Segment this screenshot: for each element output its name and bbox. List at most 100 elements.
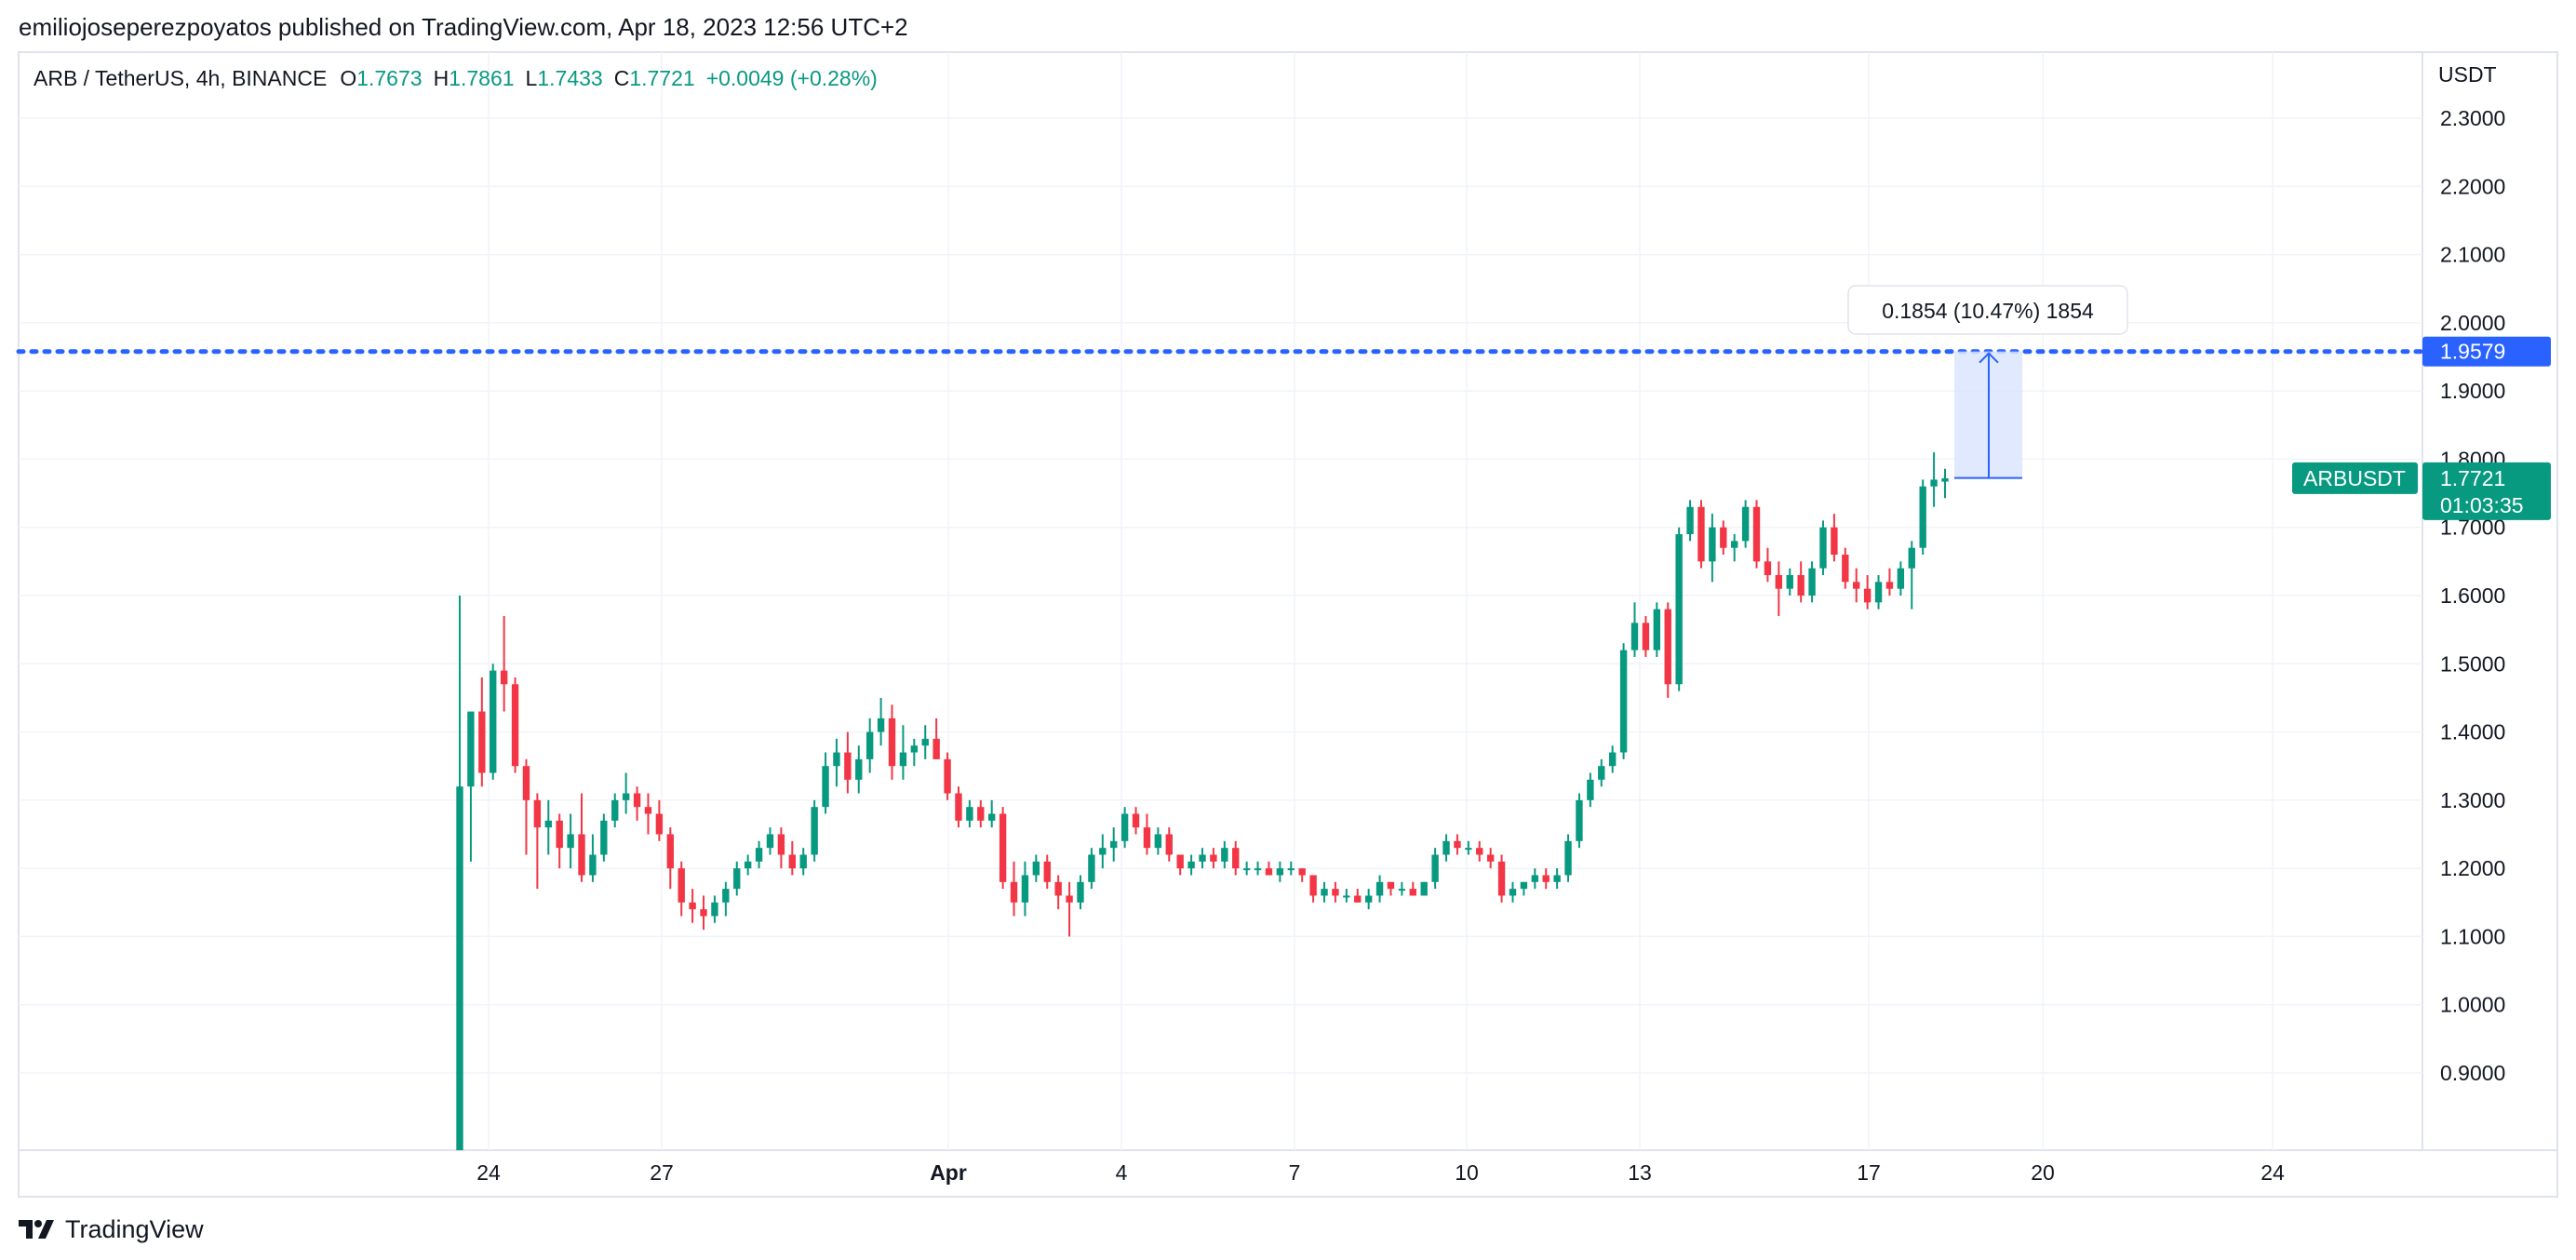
candle-body bbox=[1032, 861, 1040, 876]
candle-body bbox=[1642, 623, 1650, 650]
candle bbox=[1520, 881, 1528, 896]
time-axis[interactable]: 24 27 Apr 4 7 10 13 17 20 24 bbox=[476, 1160, 2285, 1185]
candle bbox=[1808, 561, 1816, 603]
price-range-measure[interactable]: 0.1854 (10.47%) 1854 bbox=[1847, 285, 2128, 479]
candle bbox=[1465, 840, 1472, 855]
candle-body bbox=[522, 766, 530, 800]
candle-body bbox=[1752, 506, 1761, 562]
candle bbox=[966, 799, 973, 828]
candle bbox=[1509, 881, 1517, 903]
candle-body bbox=[1077, 881, 1084, 903]
candle bbox=[456, 596, 463, 1150]
candle bbox=[1908, 541, 1915, 610]
candle-body bbox=[944, 758, 951, 794]
candle-body bbox=[1619, 650, 1628, 753]
time-tick-label: 4 bbox=[1116, 1160, 1128, 1185]
time-tick-label: 10 bbox=[1455, 1160, 1479, 1185]
candle-body bbox=[1564, 840, 1572, 876]
candle bbox=[744, 854, 752, 876]
bar-countdown: 01:03:35 bbox=[2440, 493, 2524, 517]
candle-body bbox=[1375, 881, 1384, 896]
candle-body bbox=[1210, 854, 1217, 862]
candle-body bbox=[1120, 813, 1129, 841]
candle-body bbox=[1709, 527, 1716, 562]
candle bbox=[567, 813, 574, 869]
symbol-name: ARB / TetherUS, 4h, BINANCE bbox=[34, 66, 327, 90]
candle-body bbox=[1720, 527, 1727, 548]
candle bbox=[1442, 834, 1450, 862]
candle bbox=[1210, 848, 1217, 869]
candle bbox=[788, 840, 797, 876]
candle bbox=[1187, 854, 1195, 876]
candle-body bbox=[1598, 766, 1605, 780]
candle-body bbox=[600, 820, 608, 855]
price-tick-label: 2.1000 bbox=[2440, 243, 2505, 267]
candle bbox=[877, 697, 885, 746]
candle bbox=[1819, 520, 1827, 576]
candle bbox=[865, 717, 874, 773]
price-tick-label: 0.9000 bbox=[2440, 1061, 2505, 1085]
price-tick-label: 1.3000 bbox=[2440, 788, 2505, 812]
candle bbox=[855, 745, 863, 794]
price-tick-label: 1.6000 bbox=[2440, 583, 2505, 608]
candle-body bbox=[689, 902, 696, 910]
candle bbox=[533, 793, 542, 890]
candle bbox=[1664, 602, 1671, 698]
candle-body bbox=[811, 807, 818, 855]
candle-body bbox=[1143, 827, 1151, 849]
candle bbox=[1564, 834, 1572, 882]
candle bbox=[1242, 861, 1251, 876]
candle bbox=[1653, 602, 1661, 657]
candle bbox=[1276, 861, 1284, 882]
candle-body bbox=[567, 834, 574, 849]
candle-body bbox=[1653, 609, 1661, 650]
open-value: 1.7673 bbox=[356, 66, 422, 90]
candle-body bbox=[955, 793, 962, 821]
high-value: 1.7861 bbox=[449, 66, 514, 90]
candle-body bbox=[822, 766, 829, 808]
candle-body bbox=[644, 807, 652, 814]
candle-body bbox=[865, 731, 874, 759]
footer-brand[interactable]: TradingView bbox=[19, 1213, 204, 1245]
candle bbox=[1630, 602, 1639, 657]
tradingview-logo-icon bbox=[19, 1220, 54, 1239]
price-tick-label: 1.4000 bbox=[2440, 720, 2505, 744]
candle bbox=[1321, 881, 1328, 903]
candle-body bbox=[932, 738, 940, 759]
candle-body bbox=[1409, 889, 1416, 896]
candle bbox=[1476, 840, 1483, 862]
candle bbox=[944, 752, 951, 800]
candle bbox=[1764, 547, 1772, 583]
candle-body bbox=[844, 752, 852, 780]
time-tick-label: Apr bbox=[930, 1160, 967, 1185]
candle-body bbox=[1309, 875, 1317, 896]
candle bbox=[1054, 875, 1062, 910]
candle bbox=[1752, 500, 1761, 569]
candle-body bbox=[1154, 834, 1162, 849]
price-axis[interactable]: 2.30002.20002.10002.00001.90001.80001.70… bbox=[2440, 106, 2505, 1085]
candle bbox=[1642, 615, 1650, 657]
price-tick-label: 1.0000 bbox=[2440, 993, 2505, 1017]
candle bbox=[490, 664, 497, 780]
candle bbox=[1709, 514, 1716, 583]
price-tick-label: 2.2000 bbox=[2440, 174, 2505, 198]
candle bbox=[1077, 875, 1084, 910]
candle-body bbox=[1831, 527, 1838, 556]
candle bbox=[689, 889, 696, 923]
candle-body bbox=[1863, 588, 1872, 603]
candle bbox=[578, 793, 585, 882]
candle bbox=[1454, 834, 1461, 855]
candle-body bbox=[611, 799, 619, 821]
candle bbox=[899, 725, 907, 780]
candle bbox=[1110, 827, 1118, 862]
candle-body bbox=[966, 807, 973, 821]
candle-body bbox=[888, 717, 896, 767]
candle-body bbox=[788, 854, 797, 869]
candle bbox=[988, 799, 996, 828]
price-tick-label: 1.1000 bbox=[2440, 924, 2505, 948]
candle bbox=[1720, 520, 1727, 556]
candle-body bbox=[456, 786, 463, 1150]
candle-body bbox=[1930, 479, 1938, 487]
candle-body bbox=[1321, 889, 1328, 896]
